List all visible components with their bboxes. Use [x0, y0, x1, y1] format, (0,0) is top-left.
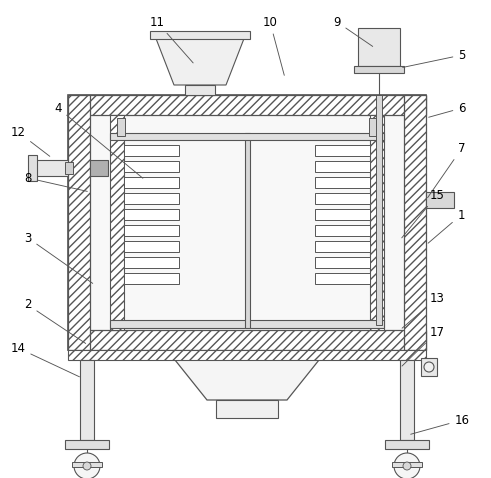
Bar: [315, 225, 370, 236]
Bar: [68, 95, 426, 350]
Bar: [28, 155, 37, 181]
Text: 16: 16: [410, 413, 469, 434]
Bar: [68, 350, 426, 360]
Bar: [68, 95, 90, 350]
Bar: [72, 462, 102, 467]
Text: 8: 8: [25, 172, 87, 191]
Bar: [110, 133, 384, 140]
Bar: [65, 440, 109, 449]
Bar: [369, 118, 377, 136]
Bar: [36, 160, 68, 176]
Text: 7: 7: [428, 141, 466, 198]
Bar: [80, 360, 94, 440]
Bar: [400, 360, 414, 440]
Bar: [385, 440, 429, 449]
Bar: [68, 95, 426, 115]
Bar: [245, 133, 250, 328]
Text: 1: 1: [428, 208, 465, 243]
Bar: [315, 145, 370, 156]
Circle shape: [74, 453, 100, 478]
Text: 3: 3: [25, 231, 93, 283]
Bar: [392, 462, 422, 467]
Text: 5: 5: [403, 48, 465, 67]
Bar: [315, 273, 370, 284]
Text: 2: 2: [24, 298, 86, 344]
Bar: [421, 358, 437, 376]
Bar: [110, 320, 384, 328]
Bar: [65, 162, 73, 174]
Bar: [315, 161, 370, 172]
Bar: [124, 193, 179, 204]
Text: 12: 12: [10, 126, 50, 156]
Bar: [216, 400, 278, 418]
Bar: [315, 209, 370, 220]
Bar: [315, 177, 370, 188]
Text: 10: 10: [263, 15, 284, 76]
Text: 17: 17: [402, 326, 444, 366]
Bar: [124, 241, 179, 252]
Bar: [404, 95, 426, 350]
Bar: [185, 85, 215, 95]
Bar: [370, 115, 384, 330]
Bar: [124, 161, 179, 172]
Bar: [90, 160, 108, 176]
Circle shape: [403, 462, 411, 470]
Text: 13: 13: [402, 292, 444, 328]
Circle shape: [83, 462, 91, 470]
Bar: [315, 193, 370, 204]
Bar: [110, 115, 124, 330]
Bar: [376, 95, 382, 325]
Bar: [426, 192, 454, 208]
Bar: [124, 177, 179, 188]
Bar: [124, 257, 179, 268]
Polygon shape: [167, 350, 327, 400]
Polygon shape: [155, 36, 245, 85]
Bar: [68, 330, 426, 350]
Text: 11: 11: [149, 15, 193, 63]
Text: 4: 4: [54, 101, 143, 178]
Text: 14: 14: [10, 341, 80, 377]
Bar: [124, 145, 179, 156]
Bar: [358, 28, 400, 66]
Bar: [124, 209, 179, 220]
Bar: [124, 225, 179, 236]
Bar: [124, 273, 179, 284]
Text: 6: 6: [429, 101, 466, 117]
Bar: [315, 241, 370, 252]
Circle shape: [394, 453, 420, 478]
Circle shape: [424, 362, 434, 372]
Text: 9: 9: [333, 15, 373, 46]
Bar: [150, 31, 250, 39]
Bar: [117, 118, 125, 136]
Bar: [315, 257, 370, 268]
Text: 15: 15: [402, 188, 444, 238]
Bar: [354, 66, 404, 73]
